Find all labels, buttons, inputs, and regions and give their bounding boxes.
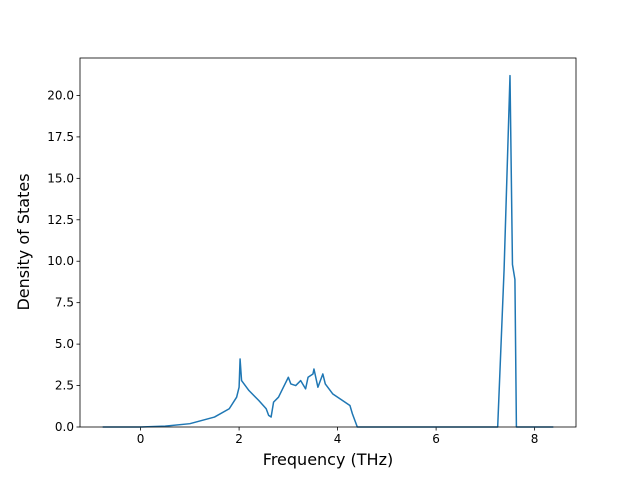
data-line	[102, 74, 554, 428]
y-tick-label: 12.5	[47, 213, 74, 227]
y-tick-label: 5.0	[55, 337, 74, 351]
x-tick-label: 6	[432, 432, 440, 446]
x-tick-label: 0	[137, 432, 145, 446]
x-tick-label: 4	[334, 432, 342, 446]
y-tick-label: 2.5	[55, 379, 74, 393]
y-tick-label: 7.5	[55, 296, 74, 310]
y-tick-label: 10.0	[47, 254, 74, 268]
plot-frame	[79, 57, 577, 428]
x-axis-label: Frequency (THz)	[263, 450, 393, 469]
y-tick-label: 17.5	[47, 130, 74, 144]
y-tick-label: 0.0	[55, 420, 74, 434]
y-tick-label: 15.0	[47, 171, 74, 185]
y-axis-label: Density of States	[14, 173, 33, 310]
x-tick-label: 8	[531, 432, 539, 446]
x-tick-label: 2	[235, 432, 243, 446]
y-tick-label: 20.0	[47, 88, 74, 102]
